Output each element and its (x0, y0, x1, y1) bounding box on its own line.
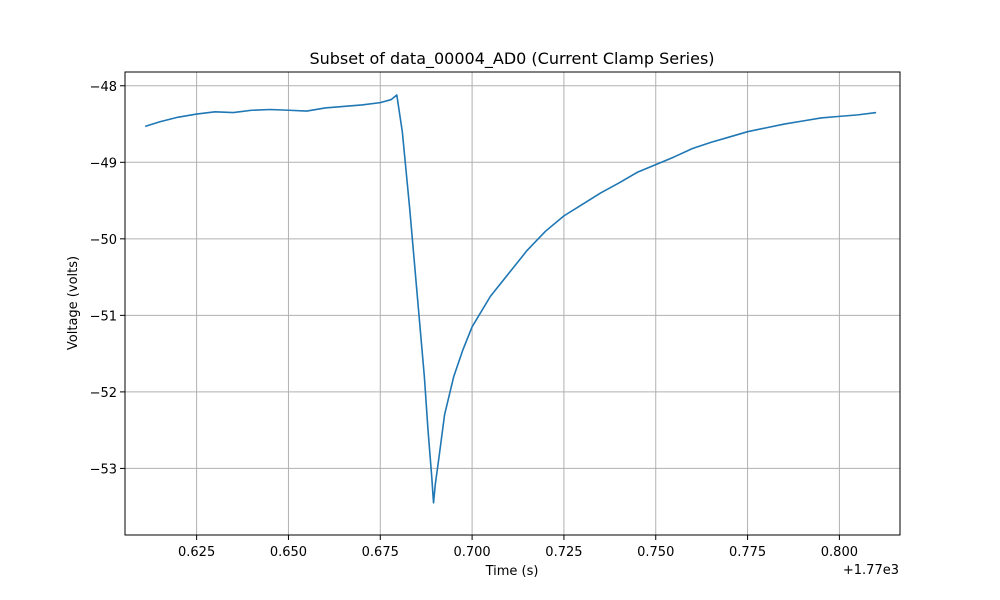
x-tick-label: 0.625 (178, 545, 215, 560)
y-tick-label: −51 (90, 309, 117, 324)
x-tick-label: 0.800 (821, 545, 858, 560)
y-tick-label: −52 (90, 386, 117, 401)
y-tick-label: −49 (90, 156, 117, 171)
plot-frame (124, 71, 901, 536)
x-tick-label: 0.700 (453, 545, 490, 560)
x-axis: 0.625 0.650 0.675 0.700 0.725 0.750 0.775 0.800 (178, 535, 858, 560)
x-tick-label: 0.750 (637, 545, 674, 560)
y-tick-label: −48 (90, 80, 117, 95)
y-axis: −48 −49 −50 −51 −52 −53 (90, 80, 125, 477)
x-tick-label: 0.650 (270, 545, 307, 560)
x-tick-label: 0.725 (545, 545, 582, 560)
grid (125, 72, 900, 535)
x-tick-label: 0.775 (729, 545, 766, 560)
plot-area (144, 94, 877, 504)
y-tick-label: −50 (90, 233, 117, 248)
chart-title: Subset of data_00004_AD0 (Current Clamp … (309, 49, 714, 69)
x-axis-label: Time (s) (485, 564, 539, 579)
y-tick-label: −53 (90, 462, 117, 477)
y-axis-label: Voltage (volts) (66, 256, 81, 350)
x-axis-offset-label: +1.77e3 (843, 563, 899, 578)
voltage-trace (144, 94, 877, 504)
x-tick-label: 0.675 (362, 545, 399, 560)
